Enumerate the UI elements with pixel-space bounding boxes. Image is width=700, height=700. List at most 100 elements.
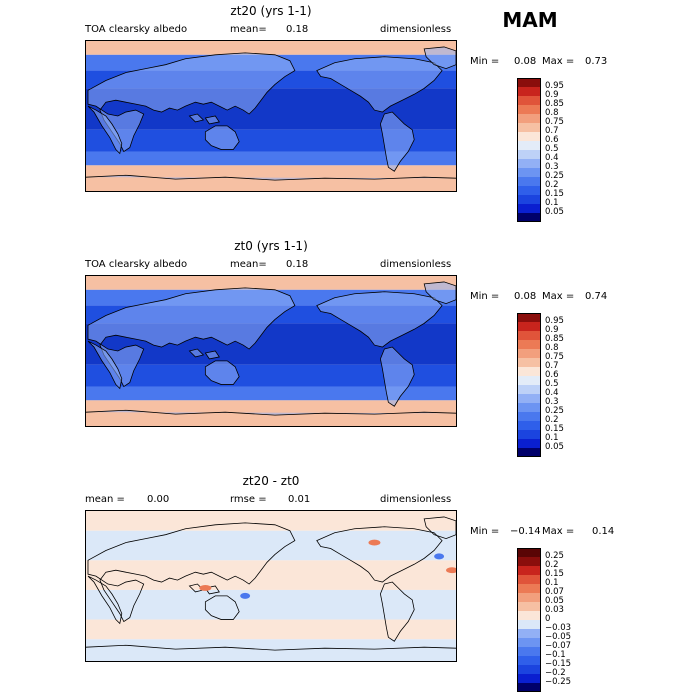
colorbar-tick-label: 0.3 [545, 162, 559, 172]
map-plot [85, 40, 457, 192]
units-label: dimensionless [380, 24, 452, 35]
coastline [86, 644, 456, 651]
map-band [86, 619, 456, 640]
colorbar-swatch [517, 665, 541, 674]
colorbar-swatch [517, 168, 541, 177]
anomaly-cold [434, 553, 445, 560]
min-value: 0.08 [514, 56, 537, 67]
colorbar-swatch [517, 602, 541, 611]
colorbar-swatch [517, 656, 541, 665]
max-label: Max = [542, 526, 575, 537]
colorbar-swatch [517, 195, 541, 204]
colorbar-swatch [517, 213, 541, 222]
colorbar-tick-label: 0.75 [545, 352, 564, 362]
colorbar-tick-label: 0.7 [545, 361, 559, 371]
colorbar-swatch [517, 204, 541, 213]
colorbar-swatch [517, 159, 541, 168]
colorbar-tick-label: 0.3 [545, 397, 559, 407]
colorbar-tick-label: 0.05 [545, 207, 564, 217]
colorbar-swatch [517, 105, 541, 114]
stat1-value: 0.18 [286, 259, 309, 270]
units-label: dimensionless [380, 494, 452, 505]
stat2-value: 0.01 [288, 494, 311, 505]
map-plot [85, 275, 457, 427]
colorbar-tick-label: 0.95 [545, 81, 564, 91]
colorbar-tick-label: 0.1 [545, 198, 559, 208]
stat1-label: mean = [85, 494, 125, 505]
stat1-label: mean= [230, 259, 267, 270]
colorbar-tick-label: 0.4 [545, 388, 559, 398]
variable-label: TOA clearsky albedo [85, 24, 188, 35]
map-band [86, 41, 456, 55]
coastline [423, 46, 456, 70]
colorbar-swatch [517, 430, 541, 439]
stat1-value: 0.18 [286, 24, 309, 35]
coastline [87, 52, 296, 153]
colorbar-swatch [517, 548, 541, 557]
coastline [188, 348, 220, 360]
colorbar: 0.05 0.1 0.15 0.2 0.25 0.3 0.4 0.5 0.6 0.7 0.75 0.8… [517, 313, 564, 457]
colorbar-swatch [517, 593, 541, 602]
min-label: Min = [470, 526, 500, 537]
colorbar-tick-label: 0.15 [545, 569, 564, 579]
colorbar-tick-label: 0.75 [545, 117, 564, 127]
colorbar-tick-label: 0.05 [545, 442, 564, 452]
anomaly-warm [446, 567, 456, 574]
map-svg [86, 276, 456, 426]
colorbar-swatch [517, 674, 541, 683]
map-svg [86, 511, 456, 661]
panel-title: zt0 (yrs 1-1) [234, 239, 308, 253]
colorbar-swatch [517, 620, 541, 629]
colorbar-tick-label: −0.25 [545, 677, 572, 687]
colorbar-swatch [517, 575, 541, 584]
map-band [86, 386, 456, 401]
colorbar-tick-label: −0.05 [545, 632, 572, 642]
colorbar-swatch [517, 186, 541, 195]
max-label: Max = [542, 291, 575, 302]
map-band [86, 364, 456, 387]
anomaly-warm [368, 539, 381, 546]
max-label: Max = [542, 56, 575, 67]
colorbar-swatch [517, 114, 541, 123]
colorbar-swatch [517, 331, 541, 340]
map-band [86, 129, 456, 152]
coastline [316, 526, 443, 583]
colorbar-swatch [517, 611, 541, 620]
map-band [86, 151, 456, 166]
map-band [86, 276, 456, 290]
variable-label: TOA clearsky albedo [85, 259, 188, 270]
colorbar-swatch [517, 358, 541, 367]
colorbar-tick-label: 0.85 [545, 99, 564, 109]
colorbar-swatch [517, 557, 541, 566]
colorbar-tick-label: 0.95 [545, 316, 564, 326]
colorbar-tick-label: 0.85 [545, 334, 564, 344]
coastline [423, 281, 456, 305]
min-label: Min = [470, 56, 500, 67]
colorbar-tick-label: 0.5 [545, 379, 559, 389]
colorbar-tick-label: 0.7 [545, 126, 559, 136]
coastline [87, 287, 296, 388]
coastline [87, 575, 123, 625]
colorbar-swatch [517, 638, 541, 647]
coastline [204, 595, 240, 620]
colorbar-swatch [517, 584, 541, 593]
coastline [316, 56, 443, 113]
coastline [204, 360, 240, 385]
max-value: 0.73 [585, 56, 608, 67]
colorbar-tick-label: −0.1 [545, 650, 566, 660]
colorbar-swatch [517, 403, 541, 412]
colorbar-tick-label: 0 [545, 614, 551, 624]
colorbar-swatch [517, 367, 541, 376]
coastline [86, 174, 456, 181]
colorbar-swatch [517, 132, 541, 141]
coastline [188, 113, 220, 125]
units-label: dimensionless [380, 259, 452, 270]
stat1-value: 0.00 [147, 494, 170, 505]
colorbar-tick-label: 0.03 [545, 605, 564, 615]
colorbar-tick-label: 0.07 [545, 587, 564, 597]
colorbar-swatch [517, 349, 541, 358]
colorbar-swatch [517, 322, 541, 331]
colorbar-tick-label: 0.25 [545, 171, 564, 181]
map-plot [85, 510, 457, 662]
min-label: Min = [470, 291, 500, 302]
